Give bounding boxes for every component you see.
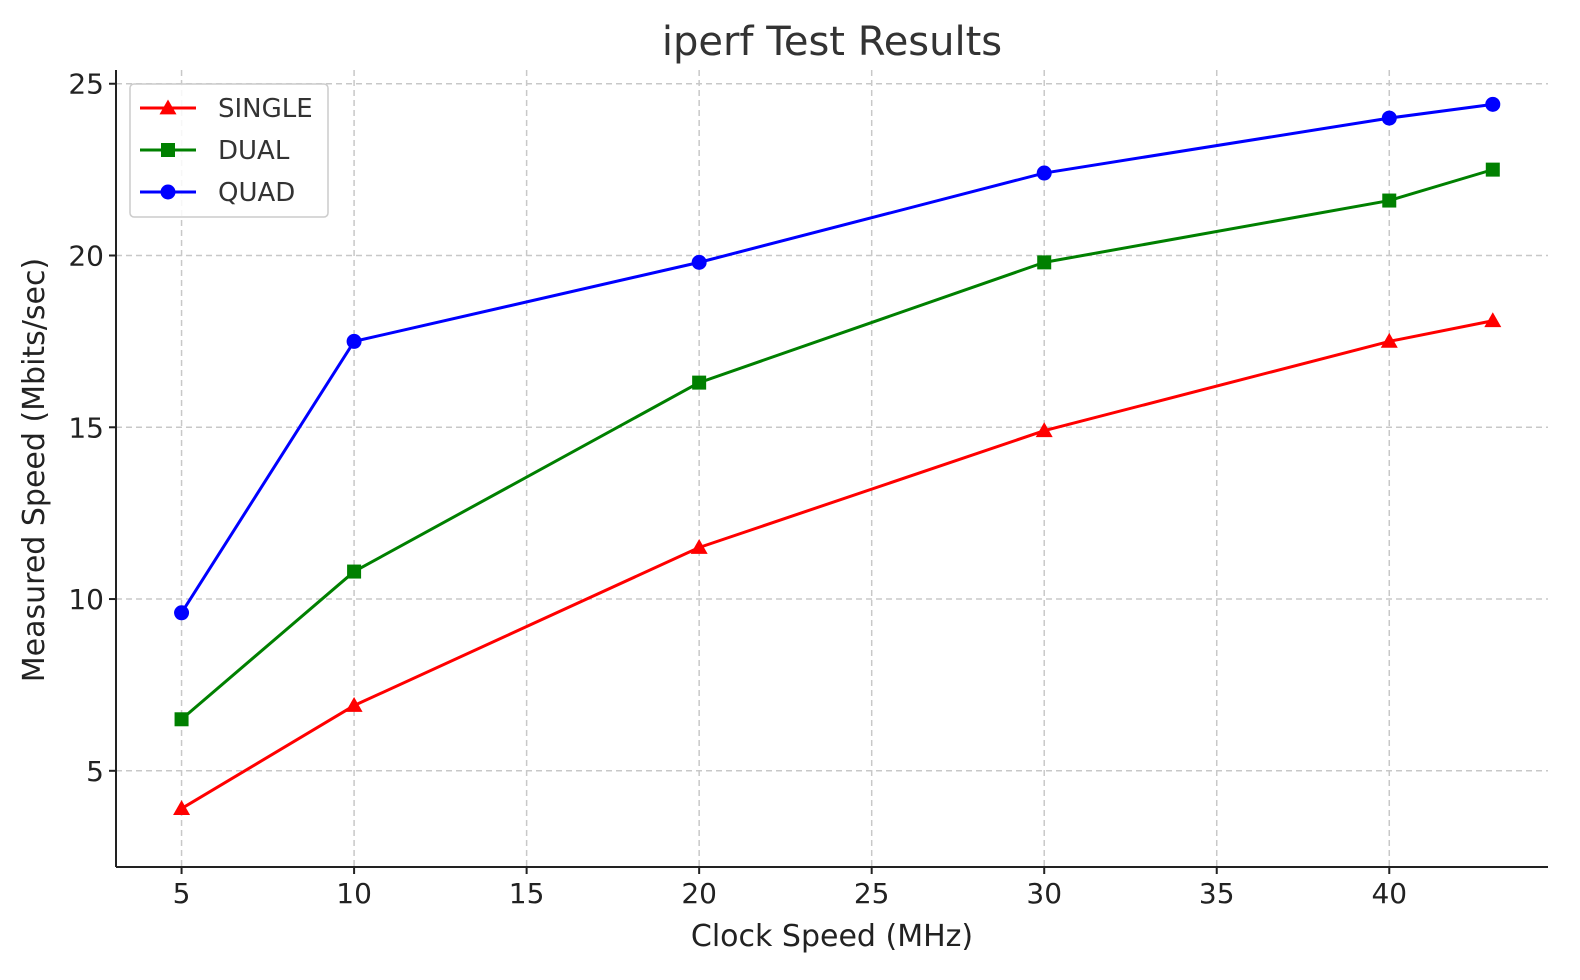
series-group — [173, 96, 1502, 815]
x-tick-label: 30 — [1026, 877, 1062, 910]
legend-marker-quad — [160, 184, 176, 200]
chart-title: iperf Test Results — [662, 19, 1002, 65]
data-point-quad — [174, 605, 190, 621]
legend-marker-single — [159, 99, 177, 115]
legend-label-single: SINGLE — [218, 94, 313, 124]
data-point-single — [173, 800, 191, 815]
series-single — [173, 312, 1502, 815]
ticks: 5 10 15 20 25 30 35 40 5 10 15 20 25 — [68, 68, 1407, 910]
data-point-dual — [692, 375, 707, 390]
data-point-quad — [1485, 96, 1501, 112]
data-point-single — [1484, 312, 1502, 328]
y-tick-label: 20 — [68, 240, 104, 273]
y-tick-label: 5 — [86, 755, 104, 788]
x-tick-label: 15 — [509, 877, 545, 910]
data-point-single — [1035, 422, 1053, 438]
legend-label-quad: QUAD — [218, 178, 295, 208]
data-point-single — [690, 539, 708, 554]
x-tick-label: 25 — [854, 877, 890, 910]
series-dual — [174, 162, 1500, 727]
data-point-quad — [691, 254, 707, 270]
y-tick-label: 10 — [68, 583, 104, 616]
data-point-dual — [1485, 162, 1500, 177]
y-tick-label: 25 — [68, 68, 104, 101]
legend-item-dual: DUAL — [140, 136, 290, 166]
data-point-quad — [346, 333, 362, 349]
legend-item-quad: QUAD — [140, 178, 295, 208]
x-tick-label: 10 — [336, 877, 372, 910]
data-point-single — [1380, 332, 1398, 348]
legend-label-dual: DUAL — [218, 136, 290, 166]
x-tick-label: 5 — [173, 877, 191, 910]
x-axis-label: Clock Speed (MHz) — [691, 919, 973, 954]
data-point-single — [345, 697, 363, 712]
grid — [116, 70, 1548, 867]
data-point-quad — [1381, 110, 1397, 126]
x-tick-label: 35 — [1199, 877, 1235, 910]
legend-item-single: SINGLE — [140, 94, 313, 124]
y-tick-label: 15 — [68, 411, 104, 444]
legend-box — [129, 83, 329, 218]
series-line-quad — [180, 102, 1493, 614]
series-line-dual — [180, 168, 1494, 721]
data-point-dual — [174, 712, 189, 727]
data-point-dual — [1037, 255, 1052, 270]
series-line-single — [180, 319, 1494, 810]
legend-marker-dual — [161, 143, 175, 157]
axes — [115, 70, 1548, 868]
x-tick-label: 20 — [681, 877, 717, 910]
data-point-quad — [1036, 165, 1052, 181]
y-axis-label: Measured Speed (Mbits/sec) — [17, 258, 52, 682]
series-quad — [174, 96, 1501, 621]
data-point-dual — [1382, 193, 1397, 208]
x-tick-label: 40 — [1371, 877, 1407, 910]
legend: SINGLE DUAL QUAD — [129, 83, 329, 218]
data-point-dual — [347, 564, 362, 579]
